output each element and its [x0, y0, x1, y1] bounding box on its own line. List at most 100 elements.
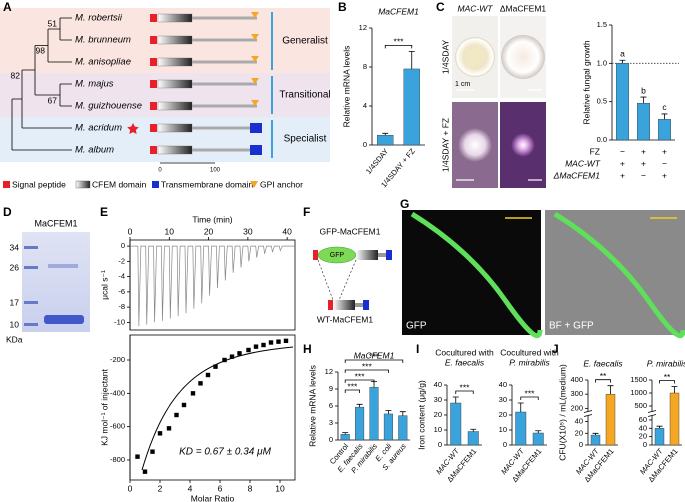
significance: ***: [369, 351, 380, 361]
linker: [192, 126, 257, 130]
error-bar: [592, 432, 599, 436]
scale-label: 0: [158, 168, 162, 174]
y-tick-label: 8: [363, 62, 367, 71]
y-tick-label: 0: [363, 140, 367, 149]
bar: [616, 63, 630, 141]
significance-bracket: [659, 380, 675, 384]
significance: **: [600, 371, 607, 381]
point: [229, 354, 235, 359]
group-label: Transitional: [279, 90, 330, 101]
table-label: MAC-WT: [565, 158, 601, 168]
frame: [129, 334, 296, 481]
marker-label: 34: [10, 242, 20, 252]
error-bar: [470, 428, 477, 432]
table-mark: +: [641, 146, 646, 156]
x-tick-label: 10: [165, 226, 175, 236]
band: [24, 266, 38, 269]
gfp-label: GFP: [330, 252, 345, 259]
x-tick-label: 0: [128, 483, 133, 493]
band: [48, 264, 78, 268]
y-tick-label: -4: [118, 272, 125, 281]
species: M. acridum: [75, 123, 122, 134]
y-tick-label: -200: [110, 355, 125, 364]
y-tick-label: -6: [118, 287, 125, 296]
band: [24, 246, 38, 249]
hypha: [553, 211, 685, 339]
y-tick-label: 500: [634, 401, 647, 410]
error-bar: [656, 425, 663, 429]
point: [246, 347, 251, 353]
panel-label: D: [3, 205, 12, 219]
construct-label: GFP-MaCFEM1: [320, 226, 381, 236]
signal-peptide: [150, 36, 157, 44]
error-bar: [619, 59, 626, 64]
y-tick-label: 1500: [630, 375, 647, 384]
y-tick-label: 0: [503, 440, 507, 449]
signal-peptide: [150, 124, 157, 132]
micrograph-label: BF + GFP: [549, 321, 594, 332]
scale-label: 1 cm: [455, 81, 470, 88]
y-tick-label: 0: [329, 435, 333, 444]
significance-bracket: [344, 389, 360, 393]
hypha: [410, 211, 543, 339]
cfem: [333, 300, 355, 310]
y-tick-label: 9: [329, 384, 333, 393]
bar: [340, 434, 350, 441]
linker: [192, 82, 257, 86]
bar: [532, 432, 544, 446]
value-label: c: [662, 102, 667, 112]
species: M. robertsii: [75, 13, 123, 24]
significance-bracket: [595, 379, 611, 383]
bar: [369, 387, 379, 441]
linker: [192, 16, 257, 20]
signal-peptide: [150, 146, 157, 154]
y-tick-label: 30: [499, 395, 507, 404]
axis-break: [648, 411, 656, 416]
bootstrap: 51: [48, 18, 58, 28]
y-tick-label: 400: [570, 375, 583, 384]
row-label: 1/4SDAY: [440, 40, 450, 75]
error-bar: [356, 403, 363, 408]
x-tick-label: 0: [128, 226, 133, 236]
error-bar: [408, 51, 415, 69]
linker: [192, 104, 257, 108]
significance-bracket: [384, 45, 413, 49]
error-bar: [535, 430, 542, 433]
gpi-anchor: [251, 34, 259, 40]
signal-peptide: [150, 14, 157, 22]
panel-label: A: [3, 0, 12, 14]
y-tick-label: 40: [639, 423, 647, 432]
value-label: b: [641, 85, 646, 95]
bootstrap: 98: [36, 45, 46, 55]
cfem: [356, 250, 378, 260]
x-tick-label: 8: [248, 483, 253, 493]
band: [44, 315, 84, 324]
panel-label: I: [416, 342, 419, 356]
chart-title: P. mirabilis: [509, 357, 550, 367]
panel-label: G: [400, 197, 409, 211]
x-axis-label: Molar Ratio: [191, 493, 235, 502]
legend-label: Transmembrane domain: [161, 179, 254, 189]
table-mark: −: [641, 170, 646, 180]
group-label: Specialist: [284, 134, 327, 145]
linker: [378, 253, 386, 257]
y-tick-label: 10: [434, 425, 442, 434]
tm: [363, 300, 369, 310]
y-tick-label: 10: [499, 425, 507, 434]
colony: [511, 133, 535, 157]
signal-peptide: [328, 300, 333, 310]
x-tick-label: 1/4SDAY: [364, 147, 390, 176]
point: [181, 402, 187, 408]
micrograph: [402, 210, 541, 335]
linker: [192, 38, 257, 42]
point: [253, 344, 259, 349]
y-tick-label: 1000: [630, 388, 647, 397]
y-tick-label: 0: [438, 440, 442, 449]
table-mark: +: [662, 146, 667, 156]
point: [142, 469, 148, 474]
panel-label: H: [303, 342, 312, 356]
bar: [590, 434, 601, 446]
error-bar: [517, 402, 524, 412]
y-tick-label: -600: [110, 422, 125, 431]
annotation: KD = 0.67 ± 0.34 μM: [179, 447, 272, 458]
